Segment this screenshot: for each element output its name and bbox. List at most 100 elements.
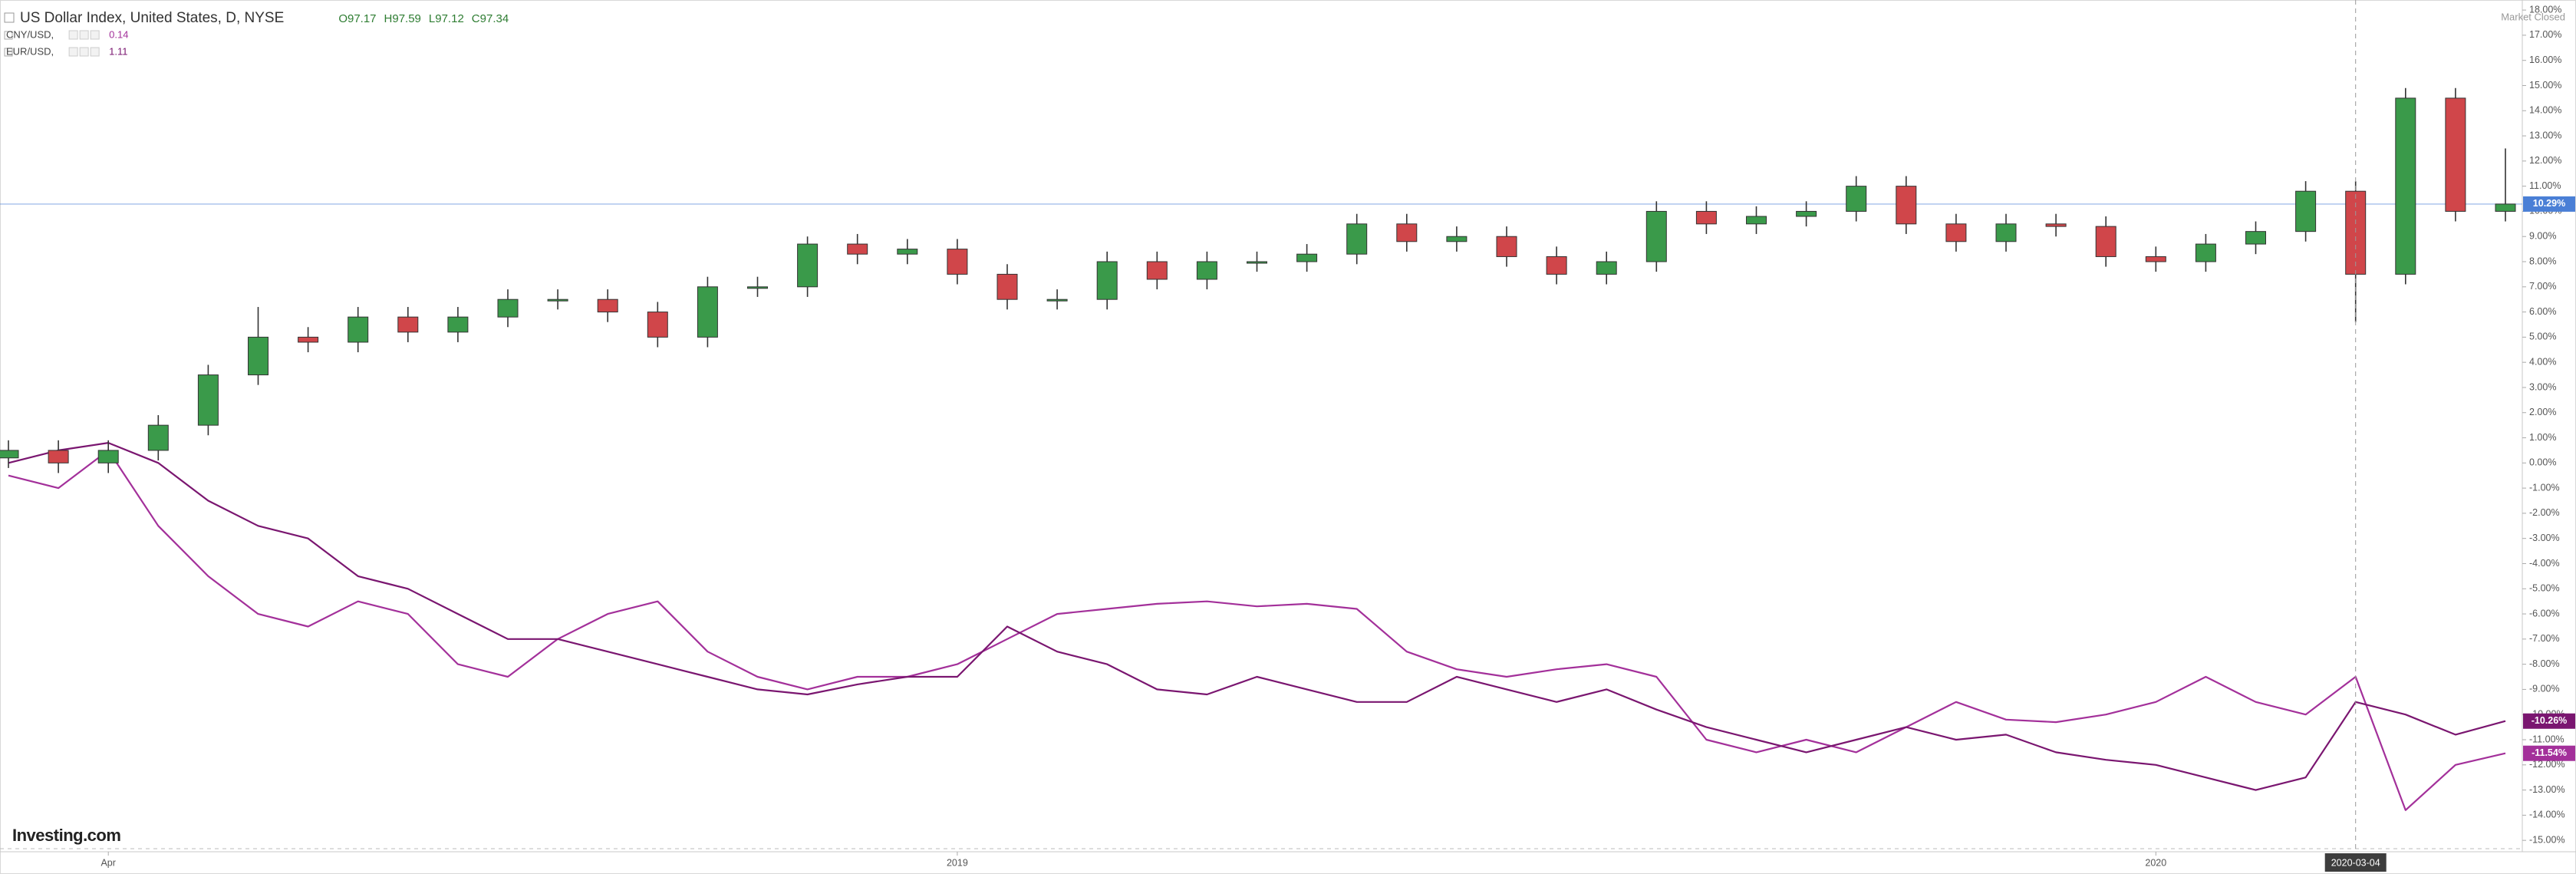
legend-button [90, 30, 100, 40]
candle-body [1596, 261, 1617, 275]
y-tick-label: 5.00% [2529, 331, 2556, 342]
legend-button [68, 47, 78, 57]
y-tick-label: -7.00% [2529, 633, 2560, 644]
crosshair-label: 2020-03-04 [2331, 857, 2380, 868]
candle-body [1146, 261, 1168, 280]
y-tick-label: 8.00% [2529, 256, 2556, 266]
candle-body [947, 249, 968, 275]
chart-title: US Dollar Index, United States, D, NYSE [20, 10, 284, 26]
candle-body [1196, 261, 1217, 280]
candle-body [1846, 186, 1867, 212]
plot-area [0, 87, 2522, 811]
y-tick-label: -5.00% [2529, 583, 2560, 594]
y-tick-label: 15.00% [2529, 80, 2561, 91]
candle-body [397, 316, 419, 333]
collapse-icon[interactable] [4, 12, 15, 23]
last-value-label: 10.29% [2533, 198, 2565, 209]
y-tick-label: 7.00% [2529, 281, 2556, 292]
last-value-tag [2523, 713, 2575, 729]
candle-body [1645, 210, 1667, 262]
y-tick-label: -9.00% [2529, 684, 2560, 694]
x-tick-label: 2019 [947, 857, 968, 868]
y-tick-label: -11.00% [2529, 734, 2564, 744]
collapse-icon [4, 31, 13, 40]
candle-body [2445, 97, 2466, 212]
y-tick-label: 4.00% [2529, 356, 2556, 367]
market-status: Market Closed [2501, 11, 2565, 22]
candle-body [1346, 223, 1368, 255]
candle-body [1945, 223, 1967, 242]
candle-body [547, 298, 568, 302]
candle-body [747, 286, 768, 289]
y-tick-label: 6.00% [2529, 306, 2556, 317]
candle-body [1695, 210, 1717, 225]
y-tick-label: 18.00% [2529, 4, 2561, 15]
line-series [8, 449, 2506, 811]
legend-value: 1.11 [109, 45, 127, 57]
candle-body [1995, 223, 2017, 242]
collapse-icon [4, 48, 13, 57]
last-value-label: -10.26% [2532, 715, 2568, 726]
quote-value: O97.17 [338, 12, 376, 25]
candle-body [996, 273, 1018, 300]
candle-body [248, 336, 268, 376]
last-value-tag [2523, 745, 2575, 761]
candle-body [97, 450, 119, 463]
x-tick-label: 2020 [2145, 857, 2166, 868]
watermark: Investing.com [12, 826, 120, 845]
candle-body [1096, 261, 1118, 300]
candle-body [697, 286, 718, 338]
y-tick-label: -14.00% [2529, 810, 2565, 820]
candle-body [2245, 231, 2266, 245]
candle-body [1746, 216, 1767, 225]
candle-body [1396, 223, 1418, 242]
candle-body [797, 243, 819, 288]
y-tick-label: -3.00% [2529, 533, 2560, 543]
y-tick-label: 12.00% [2529, 155, 2561, 166]
legend-button [79, 30, 89, 40]
y-tick-label: 17.00% [2529, 29, 2561, 40]
candle-body [1546, 256, 1567, 275]
x-tick-label: Apr [100, 857, 115, 868]
quote-value: L97.12 [429, 12, 464, 25]
y-tick-label: 3.00% [2529, 381, 2556, 392]
y-tick-label: 11.00% [2529, 180, 2561, 191]
y-tick-label: -12.00% [2529, 759, 2565, 770]
y-tick-label: -1.00% [2529, 482, 2560, 493]
candle-body [497, 298, 519, 318]
candle-body [1896, 186, 1917, 225]
legend-button [68, 30, 78, 40]
candle-body [2045, 223, 2067, 227]
candle-body [1247, 261, 1267, 264]
candle-body [447, 316, 469, 333]
legend: US Dollar Index, United States, D, NYSE … [4, 10, 2565, 845]
y-tick-label: 14.00% [2529, 105, 2561, 116]
candle-body [2295, 190, 2317, 233]
y-tick-label: 0.00% [2529, 457, 2556, 468]
quote-value: C97.34 [472, 12, 509, 25]
candle-body [847, 243, 868, 255]
candle-body [2395, 97, 2416, 275]
last-value-tag [2523, 196, 2575, 212]
candle-body [147, 424, 169, 451]
y-tick-label: -4.00% [2529, 558, 2560, 569]
crosshair-label-bg [2324, 853, 2387, 872]
candle-body [1796, 210, 1817, 217]
quote-value: H97.59 [384, 12, 421, 25]
last-value-label: -11.54% [2532, 747, 2567, 758]
y-tick-label: -6.00% [2529, 608, 2560, 618]
y-tick-label: 9.00% [2529, 231, 2556, 242]
candle-body [2195, 243, 2216, 262]
legend-label: CNY/USD, [6, 28, 54, 40]
y-tick-label: 16.00% [2529, 54, 2561, 65]
y-tick-label: -2.00% [2529, 507, 2560, 518]
candle-body [1446, 236, 1468, 242]
y-tick-label: 13.00% [2529, 130, 2561, 140]
candle-body [2145, 256, 2166, 262]
y-tick-label: -8.00% [2529, 658, 2560, 669]
legend-label: EUR/USD, [6, 45, 54, 57]
legend-button [79, 47, 89, 57]
candle-body [2095, 226, 2116, 257]
